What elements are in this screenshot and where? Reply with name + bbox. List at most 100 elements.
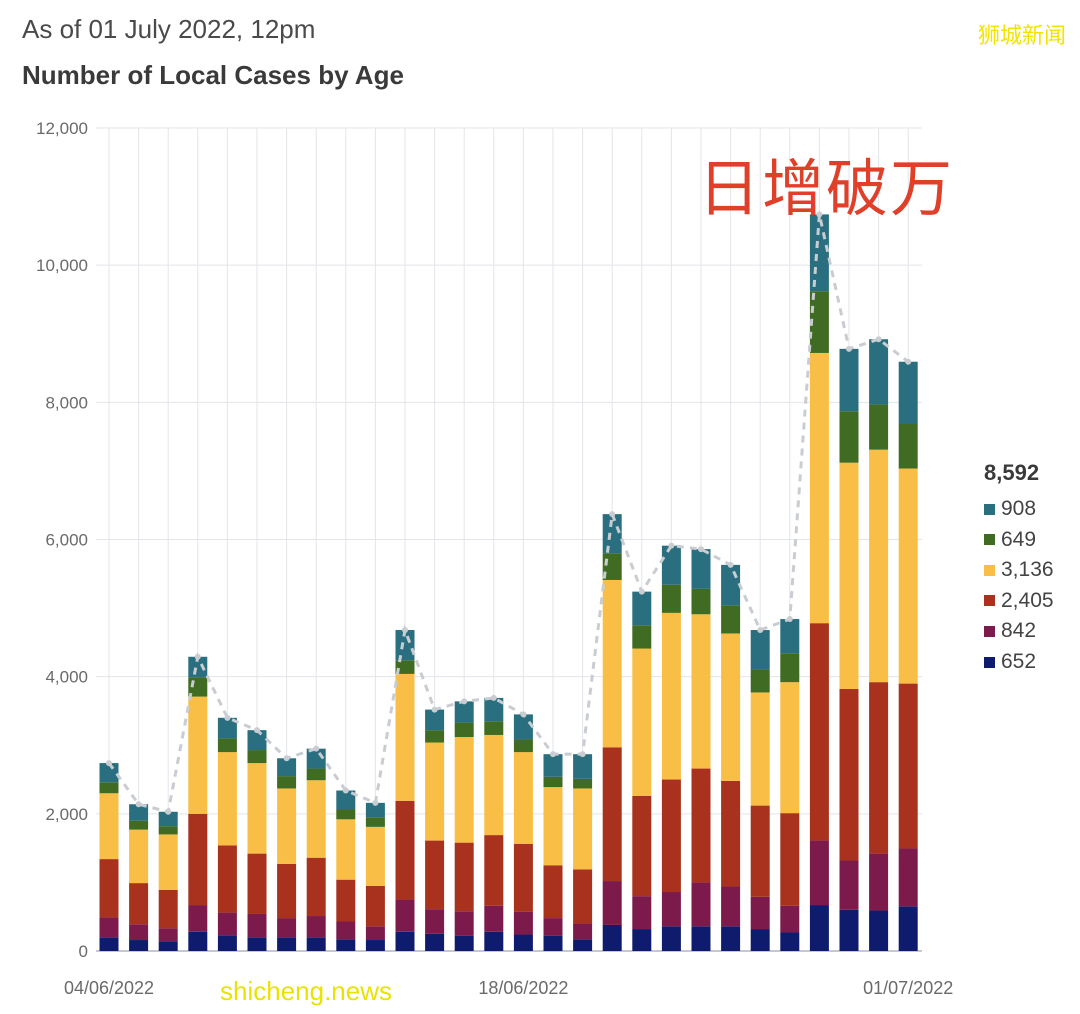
bar-segment: [188, 656, 208, 678]
bar-segment: [602, 881, 622, 925]
watermark-top: 狮城新闻: [977, 24, 1066, 49]
bar-segment: [721, 605, 741, 634]
bar-segment: [277, 788, 297, 864]
bar-segment: [336, 879, 356, 922]
bar-segment: [395, 673, 415, 801]
bar-segment: [306, 768, 326, 781]
bar-segment: [365, 802, 385, 818]
bar-segment: [869, 853, 889, 911]
bar-segment: [217, 912, 237, 936]
bar-segment: [898, 424, 918, 469]
legend-value: 649: [1001, 527, 1037, 551]
bar-segment: [158, 826, 178, 835]
bar-segment: [513, 934, 533, 951]
bar-segment: [365, 826, 385, 886]
bar-segment: [99, 937, 119, 951]
bar-segment: [247, 750, 267, 764]
bar-segment: [188, 905, 208, 932]
bar-segment: [99, 859, 119, 918]
bar-segment: [247, 913, 267, 938]
bar-segment: [602, 579, 622, 748]
bar-segment: [513, 752, 533, 845]
bar-segment: [454, 737, 474, 843]
legend-entry: 649: [984, 528, 1036, 552]
x-tick-label: 04/06/2022: [64, 978, 154, 998]
total-point: [757, 627, 764, 634]
bar-segment: [247, 763, 267, 854]
legend-entry: 2,405: [984, 589, 1054, 613]
bar-segment: [721, 780, 741, 887]
y-tick-label: 2,000: [45, 805, 88, 824]
bar-segment: [277, 758, 297, 777]
legend-total: 8,592: [984, 460, 1040, 485]
bar-segment: [573, 788, 593, 870]
total-point: [194, 653, 201, 660]
annotation-text: 日增破万: [698, 152, 955, 225]
bar-segment: [543, 918, 563, 936]
bar-segment: [839, 348, 859, 412]
chart-title: Number of Local Cases by Age: [22, 60, 404, 90]
bar-segment: [454, 911, 474, 936]
bar-segment: [573, 778, 593, 789]
bar-segment: [809, 905, 829, 951]
total-point: [342, 787, 349, 794]
total-point: [698, 546, 704, 553]
legend-value: 652: [1001, 650, 1037, 673]
bar-segment: [425, 933, 445, 951]
bar-segment: [425, 840, 445, 910]
legend-swatch: [984, 656, 995, 668]
legend-swatch: [984, 503, 995, 515]
bar-segment: [721, 564, 741, 606]
bar-segment: [484, 721, 504, 735]
bar-segment: [809, 291, 829, 353]
bar-segment: [129, 883, 149, 925]
bar-segment: [99, 917, 119, 938]
bar-segment: [217, 935, 237, 951]
bar-segment: [661, 926, 681, 951]
bar-segment: [158, 834, 178, 890]
bar-segment: [721, 886, 741, 927]
legend-value: 2,405: [1001, 588, 1054, 612]
bar-segment: [336, 790, 356, 810]
y-tick-label: 6,000: [45, 531, 88, 550]
total-point: [579, 751, 586, 758]
bar-segment: [158, 889, 178, 929]
bar-segment: [543, 865, 563, 919]
total-point: [550, 751, 556, 758]
bar-segment: [454, 842, 474, 912]
bar-segment: [721, 926, 741, 951]
bar-segment: [632, 896, 652, 930]
total-point: [609, 511, 616, 518]
bar-segment: [129, 940, 149, 951]
bar-segment: [336, 921, 356, 940]
bar-segment: [277, 776, 297, 789]
total-dashed-line: [107, 214, 910, 814]
bar-segment: [632, 648, 652, 797]
total-point: [165, 808, 172, 815]
bar-segment: [484, 835, 504, 906]
bar-segment: [750, 805, 770, 897]
total-point: [668, 542, 675, 549]
bar-segment: [158, 811, 178, 827]
bar-segment: [129, 924, 149, 941]
legend-value: 3,136: [1001, 558, 1054, 582]
bar-segment: [395, 660, 415, 674]
bar-segment: [661, 584, 681, 613]
bar-segment: [869, 404, 889, 450]
bar-segment: [661, 545, 681, 585]
bar-segment: [573, 754, 593, 779]
bars: [99, 214, 918, 951]
bar-segment: [780, 619, 800, 654]
x-axis-ticks: 04/06/2022 18/06/2022 01/07/2022: [64, 978, 953, 998]
bar-segment: [809, 352, 829, 624]
bar-segment: [839, 411, 859, 463]
total-point: [846, 345, 852, 352]
bar-segment: [809, 623, 829, 841]
bar-segment: [839, 462, 859, 690]
legend-entry: 908: [984, 497, 1036, 521]
bar-segment: [306, 916, 326, 938]
bar-segment: [484, 931, 504, 951]
bar-segment: [395, 931, 415, 951]
bar-segment: [247, 937, 267, 951]
